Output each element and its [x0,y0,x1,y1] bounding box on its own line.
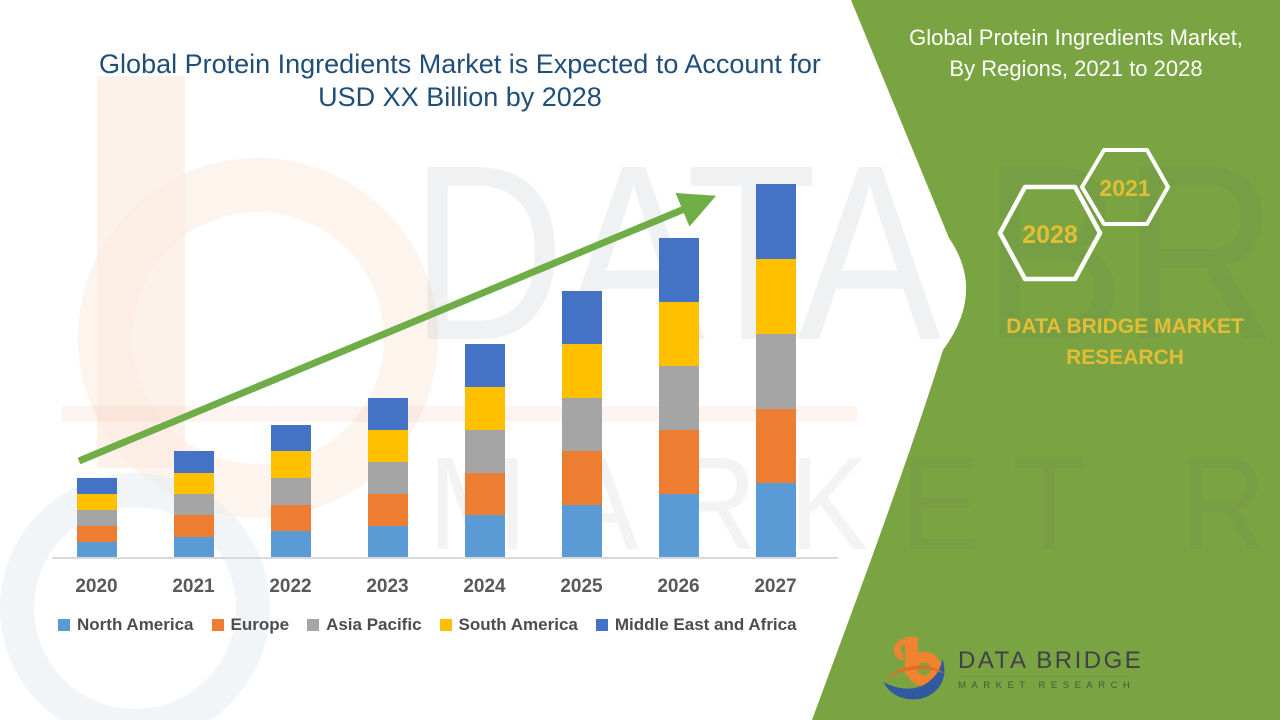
bar-segment [76,493,117,510]
bar-segment [270,504,311,532]
bar-segment [76,477,117,494]
bar-slot [48,477,145,558]
panel-brand-text: DATA BRIDGE MARKET RESEARCH [958,311,1280,373]
legend-swatch [58,619,70,631]
legend-item: Europe [211,615,290,635]
bar-segment [76,541,117,558]
logo-divider [958,675,1130,677]
bar-segment [755,483,796,558]
bar-segment [76,525,117,542]
bar-slot [436,344,533,558]
bar-segment [270,424,311,452]
bar-segment [173,451,214,473]
bar-slot [242,424,339,558]
bar-segment [367,493,408,526]
x-axis-label: 2026 [657,576,700,597]
bar-segment [367,397,408,430]
bar-segment [464,344,505,388]
bar-segment [561,504,602,558]
legend-label: South America [458,615,578,634]
chart-title-line1: Global Protein Ingredients Market is Exp… [99,49,821,79]
bar-segment [270,477,311,505]
bar-segment [173,515,214,537]
bar-segment [755,333,796,409]
data-bridge-logo-icon [883,636,945,700]
bar-segment [561,451,602,505]
legend-label: North America [77,615,194,634]
bar-segment [561,344,602,398]
x-axis-line [52,557,838,559]
bar-segment [367,461,408,494]
bar-segment [755,184,796,259]
data-bridge-logo: DATA BRIDGE MARKET RESEARCH [882,632,1143,706]
x-axis-label: 2025 [560,576,603,597]
bar-segment [367,429,408,462]
x-axis-labels: 2020 2021 2022 2023 2024 2025 2026 2027 [48,576,824,598]
legend-swatch [595,619,608,631]
bar-segment [464,472,505,516]
panel-title: Global Protein Ingredients Market, By Re… [880,22,1272,84]
bar-segment [270,531,311,558]
bar-segment [561,291,602,345]
legend-item: Middle East and Africa [595,615,797,635]
panel-title-line2: By Regions, 2021 to 2028 [949,56,1203,81]
logo-text: DATA BRIDGE MARKET RESEARCH [958,646,1144,691]
legend-swatch [211,619,224,631]
bar-segment [173,536,214,558]
bar-segment [464,387,505,430]
stacked-bar-2027 [755,184,796,558]
chart-title-line2: USD XX Billion by 2028 [318,82,602,112]
stacked-bar-2024 [464,344,505,558]
bars-row [48,184,824,558]
logo-name: DATA BRIDGE [958,646,1144,674]
bar-segment [561,397,602,452]
bar-segment [658,365,699,430]
stacked-bar-2020 [76,477,117,558]
x-axis-label: 2027 [754,576,797,597]
logo-subtitle: MARKET RESEARCH [958,679,1136,691]
bar-segment [464,515,505,558]
bar-segment [755,259,796,334]
bar-segment [658,429,699,494]
bar-segment [658,301,699,366]
chart-title: Global Protein Ingredients Market is Exp… [70,48,850,114]
bar-slot [339,397,436,558]
legend-item: South America [439,615,578,635]
stacked-bar-2023 [367,397,408,558]
stacked-bar-2026 [658,237,699,558]
bar-segment [658,493,699,558]
x-axis-label: 2020 [75,576,118,597]
legend-label: Middle East and Africa [614,615,797,634]
stacked-bar-2021 [173,451,214,558]
legend: North America Europe Asia Pacific South Ame… [58,615,797,635]
bar-segment [367,525,408,558]
bar-slot [630,237,727,558]
bar-segment [658,237,699,302]
x-axis-label: 2023 [366,576,409,597]
legend-item: Asia Pacific [307,615,422,635]
x-axis-label: 2021 [172,576,215,597]
bar-segment [76,509,117,526]
bar-slot [145,451,242,558]
stacked-bar-2022 [270,424,311,558]
bar-slot [727,184,824,558]
bar-slot [533,291,630,558]
stacked-bar-2025 [561,291,602,558]
panel-brand-line2: RESEARCH [1066,346,1184,369]
panel-title-line1: Global Protein Ingredients Market, [909,25,1243,50]
legend-label: Europe [230,615,290,634]
bar-segment [464,429,505,473]
legend-swatch [307,619,320,631]
bar-segment [173,493,214,516]
x-axis-label: 2024 [463,576,506,597]
bar-segment [270,451,311,478]
panel-brand-line1: DATA BRIDGE MARKET [1006,315,1244,338]
legend-label: Asia Pacific [326,615,422,634]
legend-item: North America [58,615,194,635]
bar-segment [173,472,214,494]
bar-segment [755,408,796,484]
x-axis-label: 2022 [269,576,312,597]
legend-swatch [439,619,452,631]
